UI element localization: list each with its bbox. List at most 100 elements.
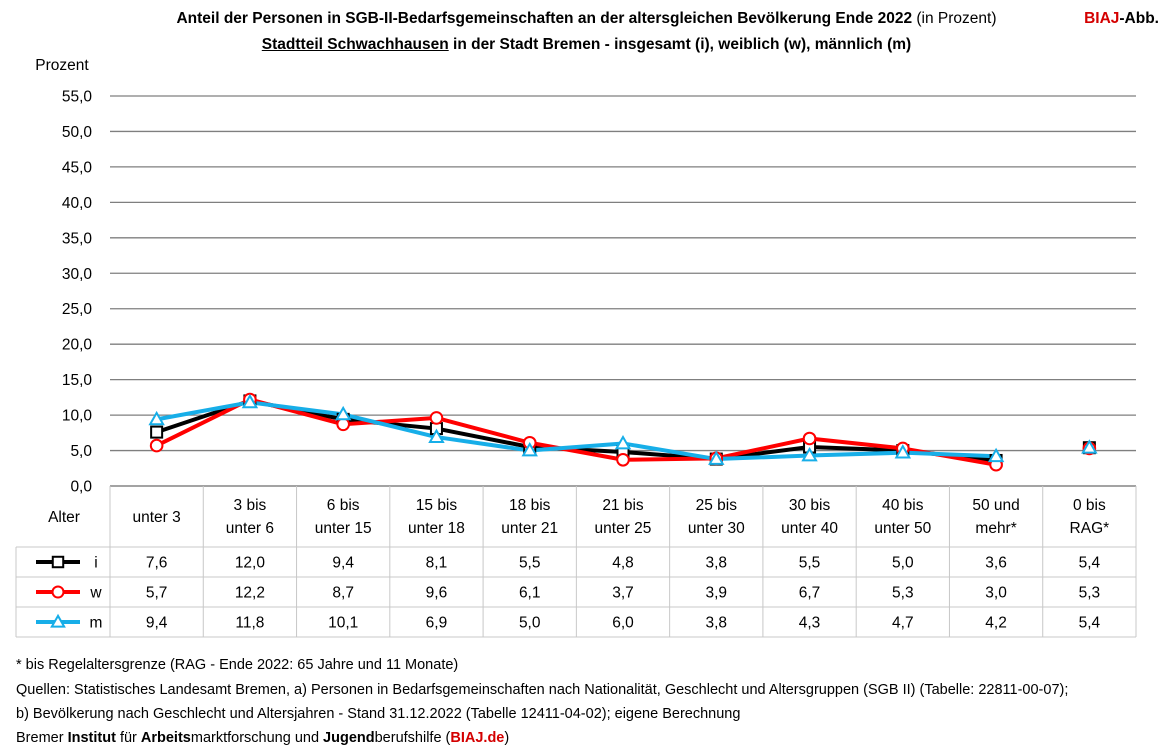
y-tick-label: 25,0 bbox=[62, 301, 93, 318]
category-label: 15 bis bbox=[416, 497, 458, 514]
data-cell-m: 10,1 bbox=[328, 615, 358, 632]
data-cell-i: 5,4 bbox=[1079, 555, 1101, 572]
y-tick-label: 40,0 bbox=[62, 195, 93, 212]
marker-m bbox=[894, 444, 912, 459]
y-tick-label: 30,0 bbox=[62, 266, 93, 283]
chart-subtitle-district: Stadtteil Schwachhausen bbox=[261, 36, 449, 53]
institute-word: ) bbox=[504, 730, 510, 746]
marker-m bbox=[521, 442, 538, 457]
y-tick-label: 0,0 bbox=[70, 479, 92, 496]
series-line-w bbox=[155, 397, 997, 467]
category-label: unter 21 bbox=[501, 520, 558, 537]
category-label: unter 15 bbox=[315, 520, 372, 537]
footnote-sources-1: Quellen: Statistisches Landesamt Bremen,… bbox=[16, 682, 1069, 698]
category-label: 6 bis bbox=[327, 497, 360, 514]
data-cell-i: 3,8 bbox=[705, 555, 727, 572]
y-tick-label: 55,0 bbox=[62, 89, 93, 106]
biaj-badge: BIAJ-Abb. bbox=[1084, 10, 1159, 28]
data-cell-i: 9,4 bbox=[332, 555, 354, 572]
data-cell-w: 6,1 bbox=[519, 585, 541, 602]
category-label: RAG* bbox=[1070, 520, 1110, 537]
data-cell-i: 5,5 bbox=[519, 555, 541, 572]
biaj-link[interactable]: BIAJ.de bbox=[450, 730, 505, 746]
footnote-rag: * bis Regelaltersgrenze (RAG - Ende 2022… bbox=[16, 657, 459, 673]
category-label: mehr* bbox=[975, 520, 1016, 537]
data-cell-m: 4,2 bbox=[985, 615, 1007, 632]
data-cell-w: 9,6 bbox=[426, 585, 448, 602]
data-cell-i: 5,0 bbox=[892, 555, 914, 572]
legend-label-w: w bbox=[89, 585, 102, 602]
category-label: 0 bis bbox=[1073, 497, 1106, 514]
category-label: 40 bis bbox=[882, 497, 924, 514]
category-label: 30 bis bbox=[789, 497, 831, 514]
marker-m bbox=[148, 410, 165, 426]
marker-m bbox=[1081, 439, 1098, 454]
y-tick-label: 20,0 bbox=[62, 337, 93, 354]
data-cell-i: 5,5 bbox=[799, 555, 821, 572]
data-cell-m: 4,3 bbox=[799, 615, 821, 632]
category-label: 25 bis bbox=[696, 497, 738, 514]
y-tick-label: 5,0 bbox=[70, 443, 92, 460]
marker-m bbox=[428, 428, 445, 443]
marker-w bbox=[149, 438, 164, 453]
data-cell-w: 6,7 bbox=[799, 585, 821, 602]
data-cell-w: 3,7 bbox=[612, 585, 634, 602]
y-axis-label: Prozent bbox=[35, 57, 89, 74]
data-cell-m: 6,9 bbox=[426, 615, 448, 632]
category-label: unter 6 bbox=[226, 520, 274, 537]
category-label: unter 18 bbox=[408, 520, 465, 537]
institute-word: berufshilfe ( bbox=[374, 730, 451, 746]
data-cell-i: 8,1 bbox=[426, 555, 448, 572]
biaj-badge-rest: -Abb. bbox=[1119, 10, 1159, 27]
institute-word-bold: Institut bbox=[67, 730, 116, 746]
chart-subtitle-rest: in der Stadt Bremen - insgesamt (i), wei… bbox=[453, 36, 912, 53]
data-cell-m: 6,0 bbox=[612, 615, 634, 632]
biaj-badge-red: BIAJ bbox=[1084, 10, 1120, 27]
y-tick-label: 50,0 bbox=[62, 124, 93, 141]
category-label: unter 30 bbox=[688, 520, 745, 537]
data-cell-m: 9,4 bbox=[146, 615, 168, 632]
legend-label-m: m bbox=[90, 615, 103, 632]
marker-m bbox=[987, 447, 1005, 463]
marker-w bbox=[616, 452, 630, 467]
data-cell-w: 5,3 bbox=[892, 585, 914, 602]
chart-title-main: Anteil der Personen in SGB-II-Bedarfsgem… bbox=[176, 10, 913, 27]
marker-m bbox=[334, 405, 352, 421]
category-label: unter 3 bbox=[133, 509, 181, 526]
legend-label-i: i bbox=[94, 555, 97, 572]
x-axis-label: Alter bbox=[48, 509, 80, 526]
marker-w bbox=[51, 585, 65, 599]
data-cell-w: 3,9 bbox=[705, 585, 727, 602]
institute-word: marktforschung und bbox=[190, 730, 320, 746]
data-cell-m: 5,4 bbox=[1079, 615, 1101, 632]
data-cell-i: 4,8 bbox=[612, 555, 634, 572]
chart-title-suffix: (in Prozent) bbox=[916, 10, 997, 27]
data-cell-m: 11,8 bbox=[235, 615, 264, 632]
data-cell-i: 12,0 bbox=[235, 555, 266, 572]
series-line-m bbox=[156, 400, 997, 462]
institute-word-bold: Arbeits bbox=[140, 730, 191, 746]
institute-word: für bbox=[119, 730, 137, 746]
marker-w bbox=[429, 411, 444, 425]
data-cell-m: 5,0 bbox=[519, 615, 541, 632]
marker-m bbox=[50, 613, 66, 628]
chart-subtitle: Stadtteil Schwachhausen in der Stadt Bre… bbox=[0, 36, 1173, 54]
data-cell-w: 5,7 bbox=[146, 585, 168, 602]
marker-w bbox=[802, 431, 817, 446]
y-tick-label: 35,0 bbox=[62, 230, 93, 247]
footnote-sources-2: b) Bevölkerung nach Geschlecht und Alter… bbox=[16, 706, 741, 722]
category-label: 3 bis bbox=[234, 497, 267, 514]
category-label: 18 bis bbox=[509, 497, 551, 514]
footnote-institute: Bremer Institut für Arbeitsmarktforschun… bbox=[16, 730, 509, 746]
marker-m bbox=[708, 450, 725, 465]
institute-word-bold: Jugend bbox=[323, 730, 375, 746]
category-label: 50 und bbox=[972, 497, 1019, 514]
chart-title: Anteil der Personen in SGB-II-Bedarfsgem… bbox=[0, 10, 1173, 28]
category-label: unter 40 bbox=[781, 520, 838, 537]
marker-m bbox=[241, 393, 259, 409]
data-cell-w: 3,0 bbox=[985, 585, 1007, 602]
marker-i bbox=[150, 425, 164, 439]
marker-m bbox=[801, 446, 818, 462]
category-label: unter 50 bbox=[874, 520, 931, 537]
data-cell-m: 3,8 bbox=[705, 615, 727, 632]
